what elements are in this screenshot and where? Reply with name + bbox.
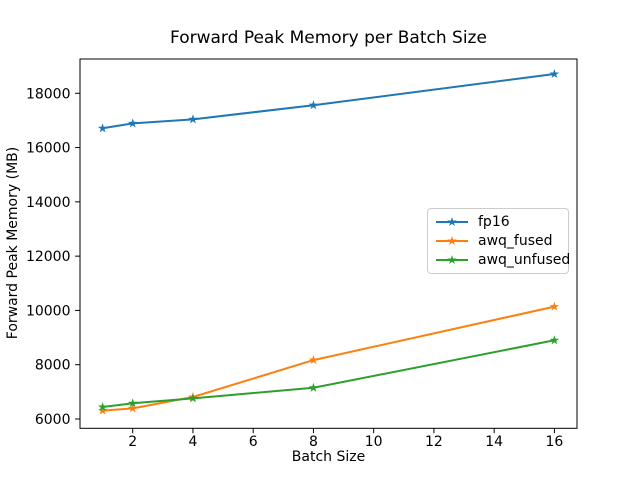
- series-line-awq_fused: [101, 305, 556, 412]
- y-tick-label: 10000: [26, 303, 71, 319]
- legend-line-marker-icon: [436, 236, 468, 246]
- data-point-marker-fp16: [127, 118, 138, 128]
- legend-line-marker-icon: [436, 217, 468, 227]
- x-tick-label: 2: [128, 434, 137, 450]
- x-tick-label: 14: [485, 434, 503, 450]
- legend-label-fp16: fp16: [478, 214, 510, 230]
- x-tick-label: 10: [365, 434, 383, 450]
- y-tick-label: 6000: [35, 412, 71, 428]
- y-tick-label: 8000: [35, 358, 71, 374]
- legend-line-marker-icon: [436, 255, 468, 265]
- y-tick-label: 16000: [26, 141, 71, 157]
- legend-label-awq-fused: awq_fused: [478, 233, 553, 249]
- data-point-marker-awq_unfused: [188, 393, 198, 403]
- y-tick-label: 14000: [26, 195, 71, 211]
- legend-label-awq-unfused: awq_unfused: [478, 252, 571, 268]
- chart-title: Forward Peak Memory per Batch Size: [170, 28, 487, 48]
- legend: fp16 awq_fused awq_unfused: [427, 208, 570, 274]
- data-point-marker-fp16: [97, 123, 108, 133]
- data-point-marker-awq_fused: [97, 405, 108, 415]
- series-line-fp16: [101, 73, 556, 130]
- data-point-marker-awq_unfused: [549, 335, 560, 345]
- x-tick-label: 4: [188, 434, 197, 450]
- x-tick-label: 12: [425, 434, 443, 450]
- legend-entry-fp16: fp16: [435, 214, 561, 230]
- data-point-marker-fp16: [549, 69, 560, 79]
- x-tick-label: 16: [545, 434, 563, 450]
- x-tick-label: 6: [249, 434, 258, 450]
- data-point-marker-awq_unfused: [308, 382, 319, 392]
- data-point-marker-awq_fused: [549, 301, 560, 311]
- data-point-marker-awq_unfused: [127, 398, 138, 408]
- data-point-marker-awq_fused: [308, 355, 319, 365]
- data-point-marker-awq_fused: [127, 403, 138, 413]
- axes-border: [79, 58, 578, 429]
- series-line-awq_unfused: [101, 339, 556, 409]
- y-tick-label: 18000: [26, 86, 71, 102]
- legend-entry-awq-fused: awq_fused: [435, 233, 561, 249]
- y-tick-label: 12000: [26, 249, 71, 265]
- x-axis-label: Batch Size: [291, 449, 366, 465]
- data-point-marker-fp16: [308, 100, 319, 110]
- data-point-marker-fp16: [188, 114, 198, 124]
- data-point-marker-awq_unfused: [97, 402, 108, 412]
- legend-entry-awq-unfused: awq_unfused: [435, 252, 570, 268]
- x-tick-label: 8: [309, 434, 318, 450]
